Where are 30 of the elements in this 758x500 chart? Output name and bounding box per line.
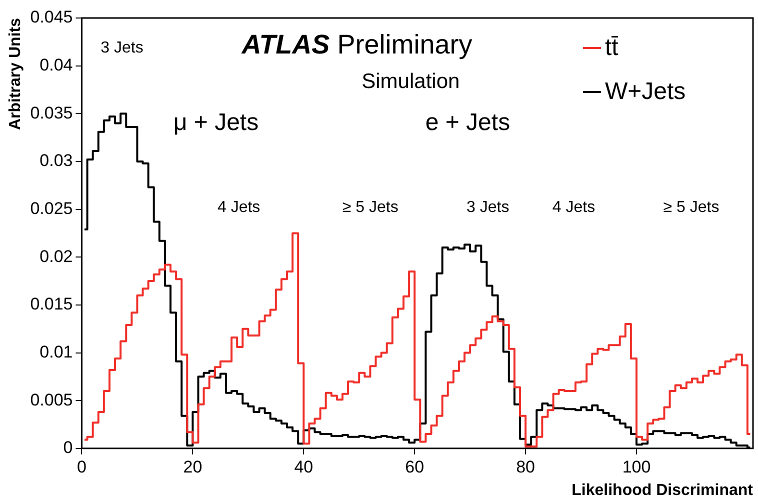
y-axis-title: Arbitrary Units [7, 18, 24, 130]
annotation: ≥ 5 Jets [342, 198, 398, 216]
y-tick-label: 0.035 [30, 103, 73, 122]
x-axis-title: Likelihood Discriminant [572, 482, 754, 499]
text: Simulation [362, 70, 460, 93]
annotation: 3 Jets [466, 198, 510, 216]
legend-label: tt̄ [605, 34, 618, 62]
y-tick-label: 0.03 [40, 151, 73, 170]
x-tick-label: 100 [622, 457, 651, 476]
x-tick-label: 40 [294, 457, 314, 476]
x-tick-label: 20 [183, 457, 202, 476]
x-tick-label: 60 [405, 457, 424, 476]
y-tick-label: 0.02 [40, 246, 73, 266]
x-tick-label: 80 [516, 457, 536, 476]
annotation: 4 Jets [217, 198, 260, 216]
x-tick-label: 0 [77, 457, 86, 476]
y-tick-label: 0.005 [30, 390, 73, 410]
y-tick-label: 0.01 [40, 342, 73, 362]
annotation: 3 Jets [100, 40, 144, 57]
y-tick-label: 0.025 [30, 198, 73, 218]
y-tick-label: 0.045 [30, 8, 73, 27]
y-tick-label: 0.015 [30, 294, 73, 314]
annotation: μ + Jets [173, 109, 259, 136]
legend-label: W+Jets [605, 78, 686, 106]
annotation: ≥ 5 Jets [663, 198, 720, 216]
y-tick-label: 0.04 [40, 56, 73, 75]
annotation: 4 Jets [552, 198, 596, 216]
chart-title: ATLAS Preliminary [240, 29, 473, 60]
annotation: e + Jets [425, 109, 510, 136]
y-tick-label: 0 [63, 438, 73, 458]
